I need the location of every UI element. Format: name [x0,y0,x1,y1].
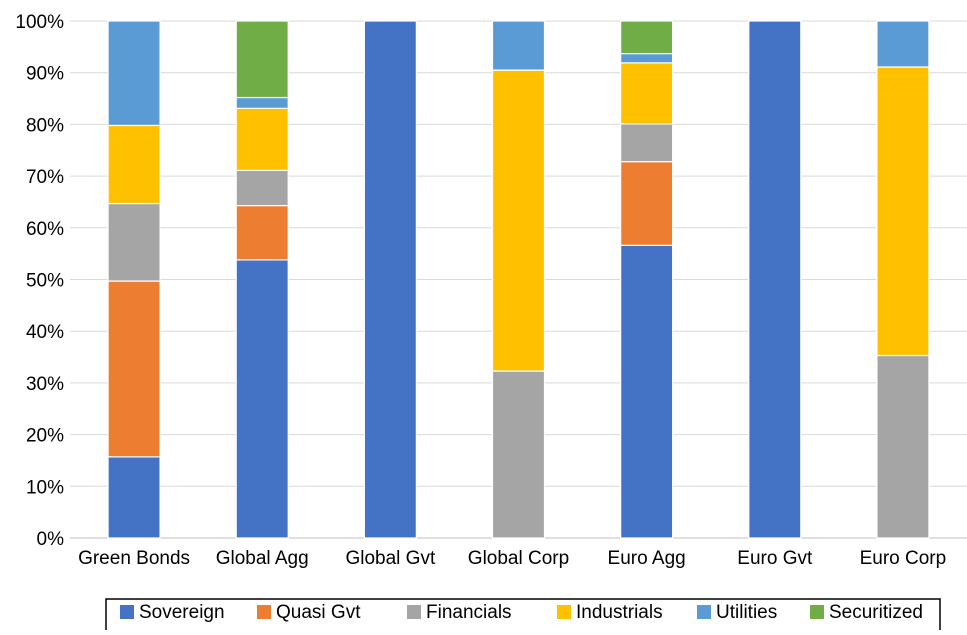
y-tick-label: 90% [26,64,64,85]
legend-swatch [407,605,421,619]
legend-swatch [557,605,571,619]
x-tick-label: Global Gvt [345,548,435,569]
legend-swatch [120,605,134,619]
bar-segment-industrials [620,62,674,125]
legend-label: Utilities [716,602,777,623]
legend-swatch [697,605,711,619]
x-tick-label: Euro Corp [860,548,947,569]
y-tick-label: 70% [26,167,64,188]
bar-segment-sovereign [107,456,161,539]
bar-segment-utilities [107,20,161,127]
bar-segment-financials [107,202,161,282]
bar-segment-industrials [235,107,289,172]
legend-label: Quasi Gvt [276,602,361,623]
bar-segment-sovereign [235,259,289,539]
x-tick-label: Euro Agg [608,548,686,569]
bar-segment-quasi-gvt [235,204,289,261]
y-tick-label: 0% [37,529,65,550]
bar-segment-industrials [107,124,161,205]
bar-segment-quasi-gvt [107,280,161,458]
bar-segment-industrials [491,69,546,372]
y-tick-label: 80% [26,115,64,136]
bar-segment-securitized [620,20,674,55]
bar-segment-quasi-gvt [620,161,674,246]
legend-swatch [257,605,271,619]
bar-segment-financials [620,123,674,163]
x-tick-label: Global Agg [216,548,309,569]
y-tick-label: 20% [26,426,64,447]
bar-segment-financials [491,370,546,539]
bar-segment-financials [235,169,289,207]
y-tick-label: 60% [26,219,64,240]
x-tick-label: Global Corp [468,548,569,569]
x-tick-label: Green Bonds [78,548,190,569]
legend-swatch [810,605,824,619]
bar-segment-utilities [620,52,674,64]
bar-segment-sovereign [363,20,417,539]
bars [107,20,930,539]
bar-segment-industrials [876,66,930,357]
legend-box [105,598,941,635]
x-axis-labels: Green Bonds Global Agg Global Gvt Global Co… [78,548,946,569]
y-tick-label: 100% [15,12,64,33]
legend-label: Sovereign [139,602,225,623]
bar-segment-utilities [235,96,289,109]
y-tick-label: 40% [26,322,64,343]
x-tick-label: Euro Gvt [737,548,813,569]
bar-segment-utilities [491,20,546,71]
bar-segment-utilities [876,20,930,68]
y-tick-label: 30% [26,374,64,395]
bar-segment-financials [876,354,930,539]
bar-segment-sovereign [620,244,674,539]
bar-segment-sovereign [748,20,802,539]
bar-segment-securitized [235,20,289,99]
legend-label: Securitized [829,602,923,623]
y-axis-ticks: 0% 10% 20% 30% 40% 50% 60% 70% 80% 90% 100% [15,12,64,550]
legend-label: Industrials [576,602,663,623]
legend-label: Financials [426,602,512,623]
y-tick-label: 50% [26,271,64,292]
legend: Sovereign Quasi Gvt Financials Industrials U… [105,598,941,635]
y-tick-label: 10% [26,477,64,498]
